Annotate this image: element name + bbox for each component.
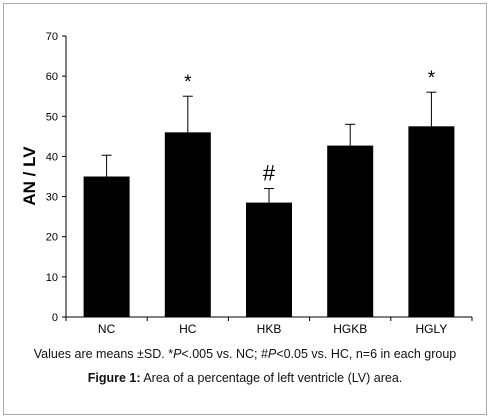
figure-caption: Figure 1: Area of a percentage of left v… (0, 371, 490, 385)
figure-note: Values are means ±SD. *P<.005 vs. NC; #P… (0, 347, 490, 361)
figure-note-text: <0.05 vs. HC, n=6 in each group (276, 347, 457, 361)
bar (246, 202, 292, 317)
figure-note-italic-p: P (267, 347, 277, 361)
x-tick-label: HGKB (333, 322, 367, 336)
y-tick-label: 20 (46, 232, 58, 244)
y-tick-label: 50 (46, 111, 58, 123)
x-tick-label: HKB (257, 322, 282, 336)
figure-note-text: <.005 vs. NC; # (181, 347, 268, 361)
bar (408, 126, 455, 317)
bar (164, 132, 211, 317)
y-tick-label: 40 (46, 151, 58, 163)
bars: * # * (83, 68, 455, 317)
figure-caption-text: Area of a percentage of left ventricle (… (140, 371, 403, 385)
figure-note-text: Values are means ±SD. * (33, 347, 174, 361)
significance-marker: * (428, 68, 436, 89)
figure-label: Figure 1: (87, 371, 141, 385)
y-tick-label: 10 (46, 272, 58, 284)
x-tick-label: HC (179, 322, 197, 336)
y-tick-label: 0 (52, 312, 58, 324)
x-axis: NC HC HKB HGKB HGLY (65, 316, 473, 336)
bar (327, 145, 374, 317)
x-tick-label: NC (98, 322, 116, 336)
x-tick-label: HGLY (416, 322, 448, 336)
y-axis-label: AN / LV (20, 146, 39, 206)
bar (83, 176, 130, 317)
significance-marker: # (263, 161, 276, 186)
significance-marker: * (184, 72, 192, 93)
y-tick-label: 30 (46, 192, 58, 204)
y-tick-label: 60 (46, 71, 58, 83)
y-tick-label: 70 (46, 31, 58, 43)
bar-chart: 0 10 20 30 40 50 60 70 * # * NC HC HKB HGKB HGLY AN /… (20, 31, 473, 336)
figure-note-italic-p: P (173, 347, 182, 361)
y-axis: 0 10 20 30 40 50 60 70 (46, 31, 67, 324)
